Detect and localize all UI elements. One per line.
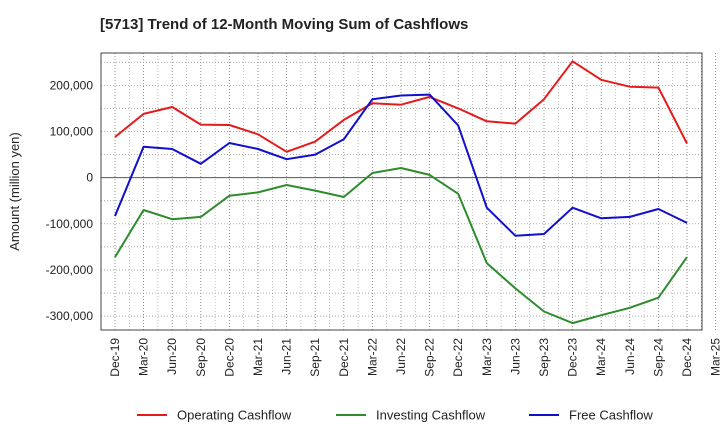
legend-label-investing-cashflow: Investing Cashflow bbox=[376, 408, 486, 423]
x-tick-label: Dec-19 bbox=[108, 338, 122, 377]
free-cashflow-line bbox=[114, 93, 688, 237]
legend-label-free-cashflow: Free Cashflow bbox=[569, 408, 653, 423]
x-tick-label: Sep-21 bbox=[308, 338, 322, 377]
x-tick-label: Mar-23 bbox=[480, 338, 494, 376]
investing-cashflow-line bbox=[114, 167, 688, 325]
y-tick-label: 100,000 bbox=[50, 124, 94, 138]
y-axis-label: Amount (million yen) bbox=[7, 132, 22, 251]
x-tick-label: Jun-21 bbox=[280, 338, 294, 375]
x-tick-label: Mar-22 bbox=[365, 338, 379, 376]
x-tick-label: Jun-24 bbox=[623, 338, 637, 375]
x-tick-label: Sep-23 bbox=[537, 338, 551, 377]
y-tick-label: 0 bbox=[86, 171, 93, 185]
legend: Operating Cashflow Investing Cashflow Free… bbox=[137, 408, 653, 423]
x-tick-label: Dec-24 bbox=[680, 338, 694, 377]
y-tick-labels: -300,000 -200,000 -100,000 0 100,000 200,000 bbox=[46, 78, 94, 323]
x-tick-labels: Dec-19 Mar-20 Jun-20 Sep-20 Dec-20 Mar-21 Jun-… bbox=[108, 338, 720, 377]
x-tick-label: Mar-24 bbox=[594, 338, 608, 376]
operating-cashflow-line bbox=[114, 60, 688, 153]
x-tick-label: Dec-22 bbox=[451, 338, 465, 377]
chart-title: [5713] Trend of 12-Month Moving Sum of C… bbox=[100, 16, 469, 33]
x-tick-label: Dec-23 bbox=[566, 338, 580, 377]
x-tick-label: Jun-22 bbox=[394, 338, 408, 375]
x-tick-label: Jun-23 bbox=[508, 338, 522, 375]
y-tick-label: -100,000 bbox=[46, 217, 94, 231]
y-tick-label: 200,000 bbox=[50, 78, 94, 92]
x-tick-label: Sep-20 bbox=[194, 338, 208, 377]
plot-frame bbox=[100, 52, 703, 331]
x-tick-label: Sep-24 bbox=[651, 338, 665, 377]
x-tick-label: Dec-21 bbox=[337, 338, 351, 377]
x-tick-label: Dec-20 bbox=[222, 338, 236, 377]
x-tick-label: Sep-22 bbox=[423, 338, 437, 377]
x-tick-label: Mar-21 bbox=[251, 338, 265, 376]
y-tick-label: -300,000 bbox=[46, 309, 94, 323]
y-tick-label: -200,000 bbox=[46, 263, 94, 277]
x-tick-label: Mar-25 bbox=[709, 338, 720, 376]
series-lines bbox=[114, 60, 688, 325]
legend-label-operating-cashflow: Operating Cashflow bbox=[177, 408, 292, 423]
x-tick-label: Mar-20 bbox=[137, 338, 151, 376]
x-tick-label: Jun-20 bbox=[165, 338, 179, 375]
